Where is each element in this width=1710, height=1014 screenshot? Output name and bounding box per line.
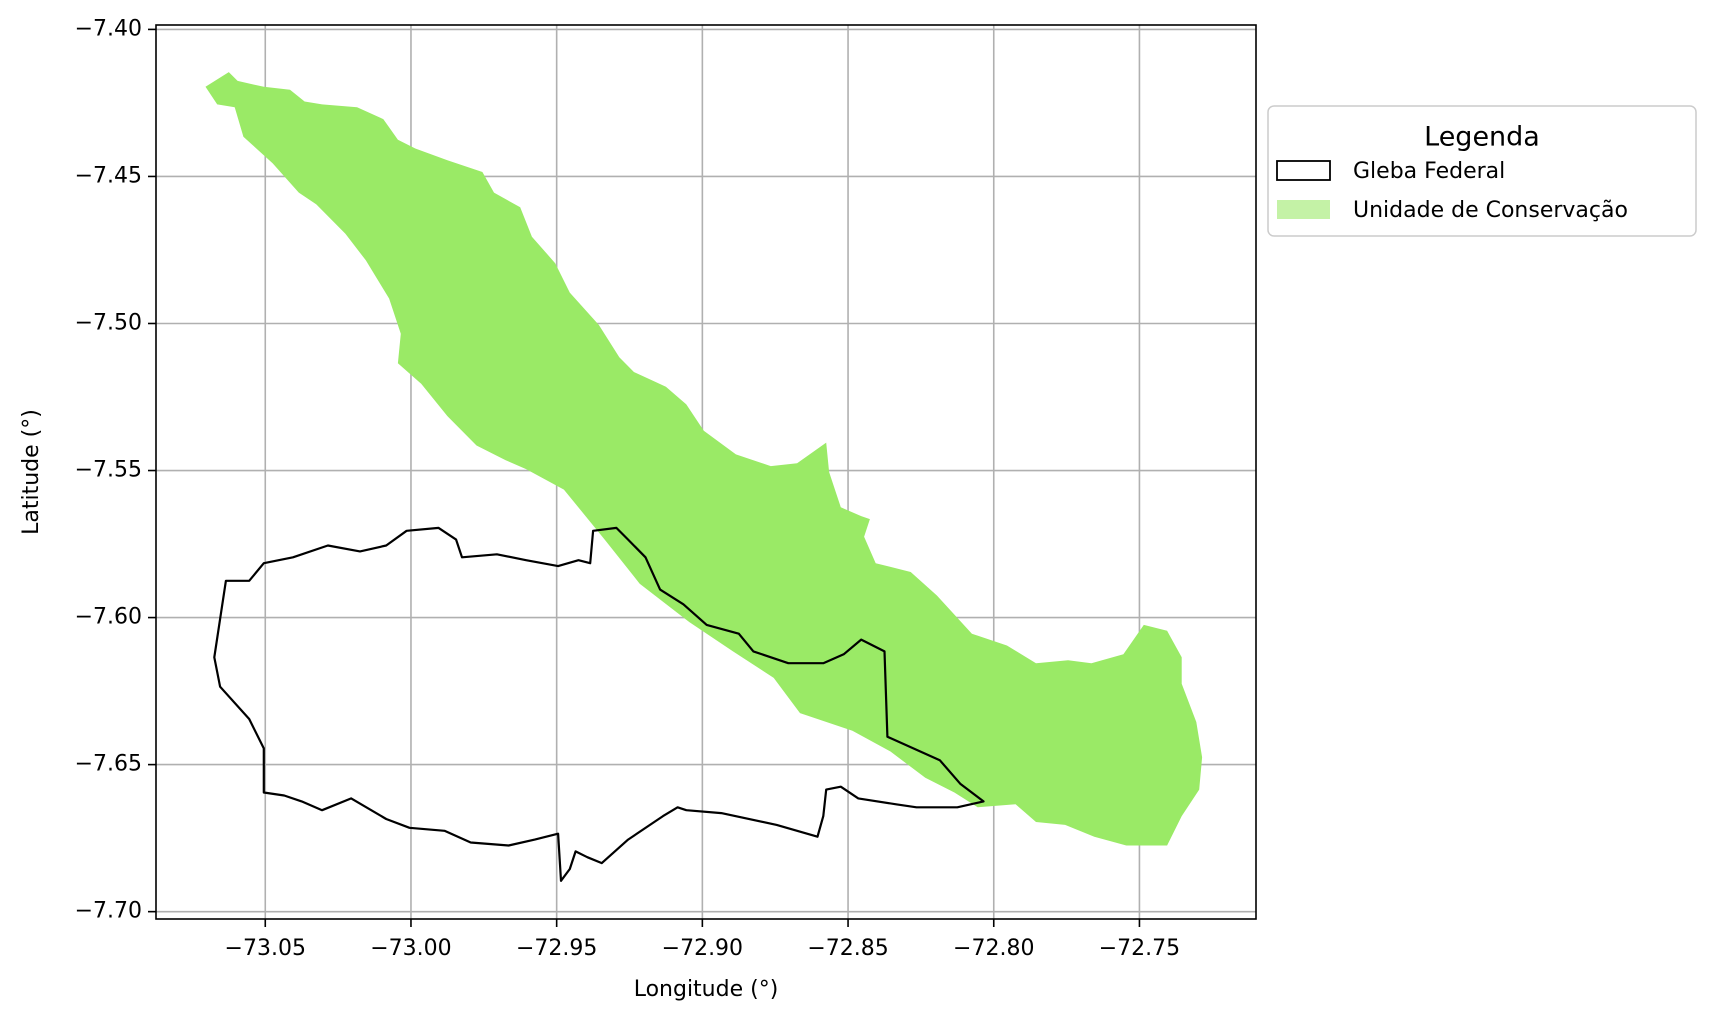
x-tick-label: −72.75 (1099, 936, 1180, 961)
outline-gleba-federal (213, 526, 985, 882)
x-tick-label: −72.80 (953, 936, 1034, 961)
y-tick-label: −7.50 (75, 310, 142, 335)
legend-label-unidade-de-conservacao: Unidade de Conservação (1353, 198, 1628, 223)
axes-frame (155, 24, 1257, 920)
plot-area: −73.05 −73.00 −72.95 −72.90 −72.85 −72.80 −72.… (75, 16, 1257, 961)
legend-swatch-unidade-de-conservacao (1277, 200, 1330, 219)
y-tick-label: −7.60 (75, 605, 142, 630)
polygon-unidade-de-conservacao (205, 72, 1203, 846)
legend-box (1267, 105, 1697, 237)
x-tick-label: −72.90 (662, 936, 743, 961)
y-tick-label: −7.40 (75, 16, 142, 41)
ticks: −73.05 −73.00 −72.95 −72.90 −72.85 −72.80 −72.… (75, 16, 1181, 961)
y-tick-label: −7.70 (75, 899, 142, 924)
x-tick-label: −72.95 (516, 936, 597, 961)
x-axis-label: Longitude (°) (634, 977, 779, 1002)
legend-label-gleba-federal: Gleba Federal (1353, 159, 1505, 184)
y-tick-label: −7.45 (75, 163, 142, 188)
y-tick-label: −7.55 (75, 458, 142, 483)
x-tick-label: −73.00 (370, 936, 451, 961)
y-tick-label: −7.65 (75, 752, 142, 777)
legend-swatch-gleba-federal (1276, 160, 1331, 181)
data-layer (205, 72, 1203, 882)
x-tick-label: −72.85 (807, 936, 888, 961)
legend-title: Legenda (1424, 122, 1540, 153)
y-axis-label: Latitude (°) (19, 409, 44, 535)
x-tick-label: −73.05 (225, 936, 306, 961)
legend: Legenda Gleba Federal Unidade de Conserv… (1267, 105, 1697, 237)
